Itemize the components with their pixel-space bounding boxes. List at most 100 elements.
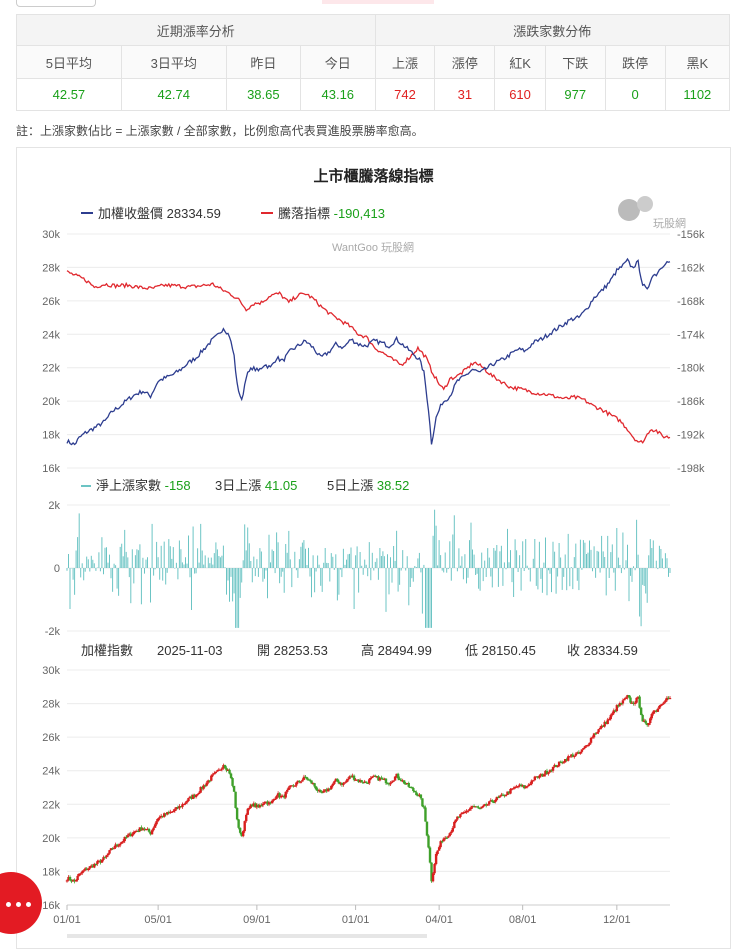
stat-value-9: 1102 bbox=[664, 78, 731, 111]
candle-body-244 bbox=[436, 850, 439, 855]
candle-body-11 bbox=[82, 870, 85, 872]
candle-body-192 bbox=[357, 779, 360, 783]
candle-body-70 bbox=[172, 810, 175, 813]
candle-body-394 bbox=[664, 700, 667, 703]
candle-body-204 bbox=[375, 776, 379, 778]
candle-body-242 bbox=[433, 864, 436, 874]
candle-body-306 bbox=[530, 780, 533, 784]
candle-body-258 bbox=[457, 816, 461, 818]
candle-body-261 bbox=[462, 812, 465, 814]
candle-body-365 bbox=[620, 703, 623, 705]
candle-body-115 bbox=[240, 832, 243, 837]
candle-body-334 bbox=[573, 755, 576, 757]
candle-body-97 bbox=[213, 773, 216, 775]
candle-body-309 bbox=[535, 776, 538, 778]
candle-body-141 bbox=[279, 795, 283, 798]
candle-body-155 bbox=[301, 779, 304, 782]
candle-body-255 bbox=[453, 821, 456, 828]
candle-body-241 bbox=[431, 873, 435, 882]
candle-body-346 bbox=[591, 737, 594, 739]
candle-body-150 bbox=[293, 785, 297, 787]
candle-body-209 bbox=[383, 778, 386, 780]
candle-body-315 bbox=[544, 770, 547, 775]
candle-body-124 bbox=[254, 803, 257, 808]
candle-body-174 bbox=[330, 785, 333, 790]
candle-body-216 bbox=[393, 776, 397, 781]
candle-body-281 bbox=[492, 801, 496, 804]
candle-body-351 bbox=[598, 727, 602, 730]
x-tick-label-4: 04/01 bbox=[425, 914, 453, 926]
candle-body-145 bbox=[286, 789, 289, 792]
candle-body-381 bbox=[644, 720, 647, 724]
candle-header-2: 開 28253.53 bbox=[257, 643, 328, 658]
candle-body-326 bbox=[560, 761, 564, 764]
stat-header-7: 下跌 bbox=[544, 45, 606, 79]
candle-body-65 bbox=[164, 813, 167, 815]
y-left-tick-4: 24k bbox=[42, 329, 60, 341]
candle-body-56 bbox=[150, 830, 154, 835]
candle-body-184 bbox=[345, 780, 348, 783]
legend-value-0: 28334.59 bbox=[167, 206, 221, 221]
group-advance-decline: 漲跌家數分佈 bbox=[374, 14, 730, 46]
x-tick-label-0: 01/01 bbox=[53, 914, 81, 926]
candle-body-71 bbox=[173, 809, 177, 811]
candle-body-282 bbox=[494, 799, 497, 803]
candle-body-202 bbox=[372, 775, 376, 777]
candle-body-48 bbox=[138, 827, 142, 832]
candle-body-371 bbox=[629, 697, 632, 703]
stat-header-4: 上漲 bbox=[374, 45, 436, 79]
x-tick-label-1: 05/01 bbox=[144, 914, 172, 926]
candle-body-377 bbox=[638, 696, 641, 708]
candle-body-321 bbox=[553, 764, 556, 767]
candle-body-67 bbox=[167, 812, 170, 814]
candle-body-323 bbox=[556, 765, 559, 768]
candle-body-221 bbox=[401, 780, 404, 782]
candle-body-189 bbox=[352, 775, 356, 780]
candle-body-393 bbox=[662, 702, 666, 704]
candle-body-61 bbox=[158, 816, 161, 819]
candle-body-197 bbox=[365, 781, 368, 783]
top-tab-stub-active[interactable] bbox=[322, 0, 434, 4]
candle-body-121 bbox=[249, 804, 252, 808]
candle-header-5: 收 28334.59 bbox=[567, 643, 638, 658]
candle-body-206 bbox=[378, 777, 382, 781]
candle-body-113 bbox=[237, 819, 240, 828]
y-left-tick-7: 30k bbox=[42, 229, 60, 241]
candle-body-389 bbox=[656, 708, 660, 712]
candle-body-29 bbox=[109, 848, 113, 851]
candle-y-tick-3: 22k bbox=[42, 799, 60, 811]
candle-body-332 bbox=[570, 754, 573, 757]
candle-body-349 bbox=[595, 732, 599, 734]
candle-body-21 bbox=[97, 860, 101, 862]
stat-value-2: 38.65 bbox=[225, 78, 302, 111]
stat-header-3: 今日 bbox=[300, 45, 376, 79]
candle-body-342 bbox=[585, 745, 588, 747]
candle-body-79 bbox=[185, 801, 189, 803]
candle-body-240 bbox=[430, 862, 433, 882]
candle-body-42 bbox=[129, 833, 132, 837]
legend-label-0: 加權收盤價 28334.59 bbox=[98, 206, 221, 221]
candle-body-317 bbox=[547, 772, 550, 774]
candle-body-395 bbox=[665, 697, 669, 701]
stat-header-5: 漲停 bbox=[434, 45, 496, 79]
candle-body-388 bbox=[655, 710, 658, 712]
candle-body-95 bbox=[210, 775, 213, 781]
candle-body-372 bbox=[630, 702, 634, 704]
net-advance-bars bbox=[66, 509, 671, 628]
candle-body-226 bbox=[409, 786, 412, 789]
stat-value-7: 977 bbox=[544, 78, 606, 111]
candle-body-143 bbox=[283, 795, 286, 798]
candle-body-251 bbox=[447, 836, 450, 838]
candle-body-245 bbox=[437, 847, 441, 851]
candle-body-271 bbox=[477, 807, 480, 809]
candle-body-9 bbox=[79, 873, 82, 875]
candle-body-1 bbox=[67, 876, 70, 881]
top-tab-stub[interactable] bbox=[16, 0, 96, 7]
candle-body-108 bbox=[229, 773, 233, 779]
candle-body-361 bbox=[614, 710, 617, 712]
candle-body-359 bbox=[611, 713, 614, 716]
candle-body-219 bbox=[398, 778, 401, 781]
candle-body-7 bbox=[76, 875, 79, 881]
candle-body-279 bbox=[489, 800, 492, 802]
candle-body-137 bbox=[273, 798, 277, 800]
